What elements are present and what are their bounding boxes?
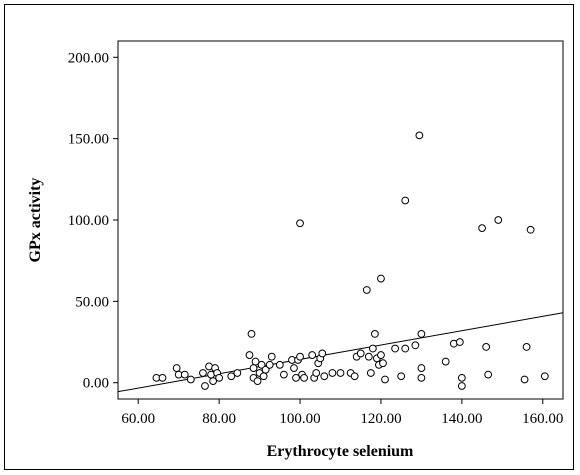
data-point (328, 369, 337, 377)
data-point (265, 360, 274, 369)
data-point (377, 274, 385, 283)
data-point (494, 216, 503, 224)
data-point (215, 373, 224, 382)
data-point (350, 372, 359, 381)
data-points (152, 131, 549, 390)
x-tick-label: 160.00 (522, 411, 563, 427)
data-point (257, 360, 266, 369)
data-point (478, 224, 486, 233)
data-point (300, 373, 308, 382)
x-tick-label: 140.00 (441, 411, 482, 427)
data-point (379, 359, 387, 368)
data-point (172, 364, 181, 372)
data-point (457, 382, 466, 390)
data-point (245, 351, 254, 359)
data-point (362, 286, 371, 294)
data-point (296, 352, 304, 361)
data-point (312, 369, 321, 377)
data-point (308, 351, 317, 359)
data-point (201, 382, 209, 390)
data-point (368, 344, 377, 353)
data-point (247, 330, 256, 338)
x-tick-label: 80.00 (202, 411, 236, 427)
y-tick-label: 0.00 (83, 376, 109, 392)
data-point (391, 344, 400, 353)
scatter-plot: 60.00 80.00 100.00 120.00 140.00 160.00 0.00 50… (27, 40, 564, 460)
data-point (296, 219, 304, 228)
data-point (417, 364, 426, 372)
data-point (457, 373, 466, 382)
x-tick-label: 120.00 (360, 411, 401, 427)
data-point (318, 349, 327, 358)
data-point (292, 373, 300, 382)
data-point (158, 373, 167, 382)
data-point (227, 372, 236, 381)
axis-ticks: 60.00 80.00 100.00 120.00 140.00 160.00 0.00 50… (68, 50, 564, 427)
data-point (186, 375, 195, 384)
data-point (526, 225, 535, 234)
data-point (522, 343, 531, 351)
data-point (455, 338, 464, 346)
x-axis-title: Erythrocyte selenium (267, 443, 414, 460)
data-point (364, 352, 373, 361)
data-point (441, 357, 450, 366)
data-point (199, 369, 207, 377)
data-point (259, 372, 268, 381)
x-tick-label: 100.00 (279, 411, 320, 427)
data-point (356, 349, 365, 358)
chart-frame: 60.00 80.00 100.00 120.00 140.00 160.00 0.00 50… (4, 4, 574, 470)
x-tick-label: 60.00 (121, 411, 155, 427)
y-tick-label: 200.00 (68, 50, 109, 66)
fit-line-layer (117, 312, 564, 393)
data-point (484, 370, 493, 379)
data-point (401, 344, 410, 353)
data-point (290, 364, 298, 372)
data-point (233, 369, 242, 377)
data-point (267, 352, 276, 361)
data-point (320, 372, 329, 381)
y-tick-label: 100.00 (68, 213, 109, 229)
data-point (249, 364, 258, 372)
regression-line (117, 312, 564, 393)
data-point (253, 377, 262, 386)
data-point (275, 360, 284, 369)
data-point (520, 375, 529, 384)
data-point (381, 375, 389, 384)
y-tick-label: 150.00 (68, 132, 109, 148)
data-point (411, 341, 420, 350)
data-point (415, 131, 424, 140)
data-point (180, 370, 189, 379)
data-point (261, 365, 270, 374)
data-point (209, 377, 217, 386)
data-point (366, 369, 375, 377)
data-point (377, 351, 385, 359)
y-tick-label: 50.00 (75, 294, 109, 310)
data-point (336, 369, 345, 377)
data-point (540, 372, 549, 381)
data-point (482, 343, 491, 351)
data-point (370, 330, 379, 338)
y-axis-title: GPx activity (27, 178, 44, 263)
data-point (279, 370, 288, 379)
data-point (417, 373, 426, 382)
data-point (397, 372, 406, 381)
data-point (401, 196, 410, 205)
data-point (251, 357, 260, 366)
data-point (417, 330, 426, 338)
